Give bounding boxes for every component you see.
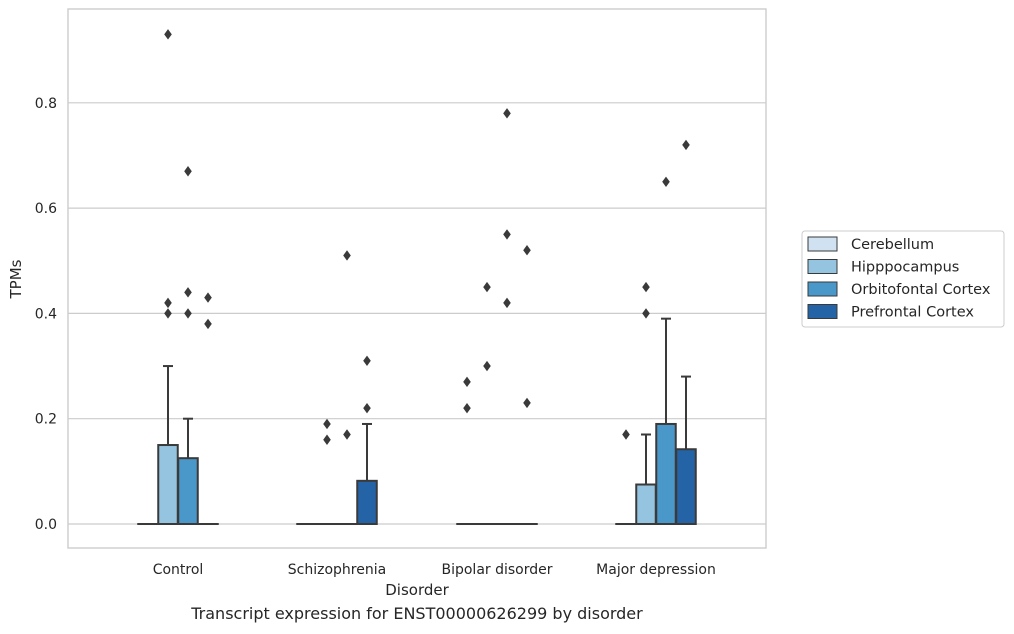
y-tick-label: 0.2 — [35, 412, 57, 428]
box-body — [635, 483, 657, 526]
x-axis-title: Disorder — [385, 581, 449, 599]
box-prefrontal-cortex — [356, 355, 378, 525]
outlier-point — [164, 29, 172, 40]
outlier-point — [642, 308, 650, 319]
x-tick-label: Control — [153, 562, 204, 578]
outlier-point — [164, 308, 172, 319]
y-tick-label: 0.0 — [35, 517, 57, 533]
legend-swatch — [807, 236, 838, 252]
x-tick-labels: Control Schizophrenia Bipolar disorder Majo… — [153, 562, 716, 578]
outlier-point — [662, 176, 670, 187]
outlier-point — [323, 434, 331, 445]
y-axis-title: TPMs — [7, 259, 25, 299]
box-prefrontal-cortex — [516, 245, 538, 526]
box-hipppocampus — [476, 281, 498, 526]
figure-caption: Transcript expression for ENST0000062629… — [191, 604, 643, 623]
legend-swatch — [807, 304, 838, 319]
outlier-point — [184, 166, 192, 177]
legend-label: Orbitofontal Cortex — [851, 282, 991, 298]
x-tick-label: Schizophrenia — [288, 562, 386, 578]
outlier-point — [363, 355, 371, 366]
box-body — [177, 457, 199, 525]
box-body — [157, 444, 179, 525]
legend-label: Prefrontal Cortex — [851, 305, 974, 321]
legend-items: Cerebellum Hipppocampus Orbitofontal Corte… — [807, 236, 991, 321]
box-prefrontal-cortex — [675, 139, 697, 525]
outlier-point — [503, 297, 511, 309]
box-cerebellum — [456, 376, 478, 526]
legend-label: Cerebellum — [851, 237, 934, 253]
box-orbitofontal-cortex — [177, 166, 199, 525]
x-tick-label: Major depression — [596, 562, 716, 578]
outlier-point — [523, 245, 531, 256]
legend-label: Hipppocampus — [851, 260, 959, 276]
outlier-point — [204, 318, 212, 330]
x-tick-label: Bipolar disorder — [441, 562, 552, 578]
legend: Cerebellum Hipppocampus Orbitofontal Corte… — [801, 230, 1005, 328]
legend-swatch — [807, 281, 838, 297]
y-tick-label: 0.4 — [35, 306, 57, 322]
legend-swatch — [807, 259, 838, 274]
outlier-point — [164, 297, 172, 309]
box-hipppocampus — [635, 281, 657, 526]
outlier-point — [204, 292, 212, 303]
outlier-point — [184, 308, 192, 319]
outlier-point — [463, 376, 471, 388]
box-orbitofontal-cortex — [496, 108, 518, 526]
plot-area-frame — [67, 8, 767, 549]
boxes — [137, 29, 697, 526]
outlier-point — [642, 281, 650, 293]
outlier-point — [483, 281, 491, 293]
outlier-point — [363, 402, 371, 414]
y-tick-label: 0.6 — [35, 201, 57, 217]
box-body — [356, 479, 378, 525]
box-body — [655, 422, 677, 525]
outlier-point — [523, 397, 531, 409]
y-tick-labels: 0.0 0.2 0.4 0.6 0.8 — [35, 96, 57, 533]
box-cerebellum — [615, 429, 637, 526]
outlier-point — [483, 360, 491, 372]
box-hipppocampus — [157, 29, 179, 525]
outlier-point — [682, 139, 690, 151]
outlier-point — [622, 429, 630, 440]
outlier-point — [343, 250, 351, 261]
outlier-point — [323, 418, 331, 430]
outlier-point — [503, 229, 511, 240]
box-orbitofontal-cortex — [336, 250, 358, 526]
legend-frame — [801, 230, 1005, 328]
box-orbitofontal-cortex — [655, 176, 677, 525]
box-body — [675, 448, 697, 525]
box-prefrontal-cortex — [197, 292, 219, 526]
outlier-point — [184, 287, 192, 298]
y-tick-label: 0.8 — [35, 96, 57, 112]
outlier-point — [463, 402, 471, 414]
outlier-point — [343, 429, 351, 440]
outlier-point — [503, 108, 511, 119]
box-hipppocampus — [316, 418, 338, 526]
